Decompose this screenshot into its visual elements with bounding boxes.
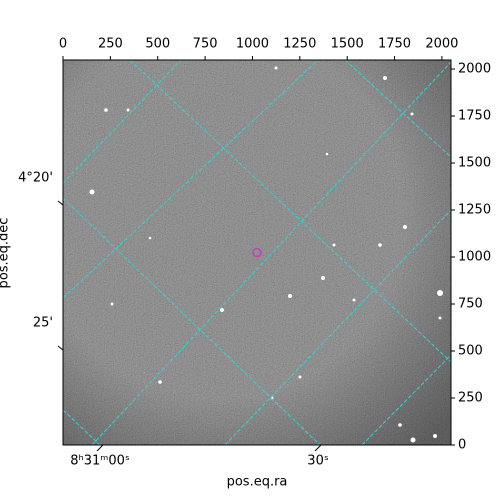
x-tick-label: 500 — [145, 37, 170, 52]
y-tick-label: 1250 — [458, 203, 491, 218]
y-tick-label: 750 — [458, 297, 483, 312]
grid-line — [63, 197, 321, 445]
x-tick-label: 1250 — [283, 37, 316, 52]
grid-line — [129, 60, 451, 363]
dec-tick-label: 25' — [33, 316, 53, 331]
grid-line — [91, 61, 451, 445]
x-tick-label: 750 — [193, 37, 218, 52]
grid-line — [63, 409, 101, 445]
x-tick-label: 250 — [98, 37, 123, 52]
target-marker — [252, 247, 262, 258]
grid-line — [63, 60, 182, 184]
x-tick-label: 1000 — [236, 37, 269, 52]
y-tick-label: 500 — [458, 344, 483, 359]
y-tick-label: 1750 — [458, 109, 491, 124]
y-tick-label: 1500 — [458, 156, 491, 171]
y-tick-label: 2000 — [458, 62, 491, 77]
dec-tick — [57, 345, 64, 351]
sky-image — [63, 60, 451, 445]
ra-tick-label: 30ˢ — [307, 454, 329, 469]
y-tick-label: 1000 — [458, 250, 491, 265]
grid-line — [63, 60, 319, 299]
grid-line — [361, 354, 451, 445]
coordinate-grid — [63, 60, 451, 445]
y-tick-label: 250 — [458, 391, 483, 406]
plot-frame — [62, 59, 452, 446]
x-axis-label: pos.eq.ra — [227, 475, 288, 490]
ra-tick-label: 8ʰ31ᵐ00ˢ — [70, 454, 130, 469]
x-tick-label: 1750 — [378, 37, 411, 52]
dec-tick-label: 4°20' — [18, 171, 53, 186]
ra-tick — [96, 444, 104, 452]
x-tick-label: 1500 — [331, 37, 364, 52]
ra-tick — [314, 444, 322, 452]
y-axis-label: pos.eq.dec — [0, 218, 12, 289]
stars — [89, 66, 443, 443]
x-tick-label: 0 — [59, 37, 67, 52]
x-tick-label: 2000 — [425, 37, 458, 52]
dec-tick — [57, 200, 64, 206]
y-tick-label: 0 — [458, 438, 466, 453]
grid-line — [224, 209, 451, 445]
